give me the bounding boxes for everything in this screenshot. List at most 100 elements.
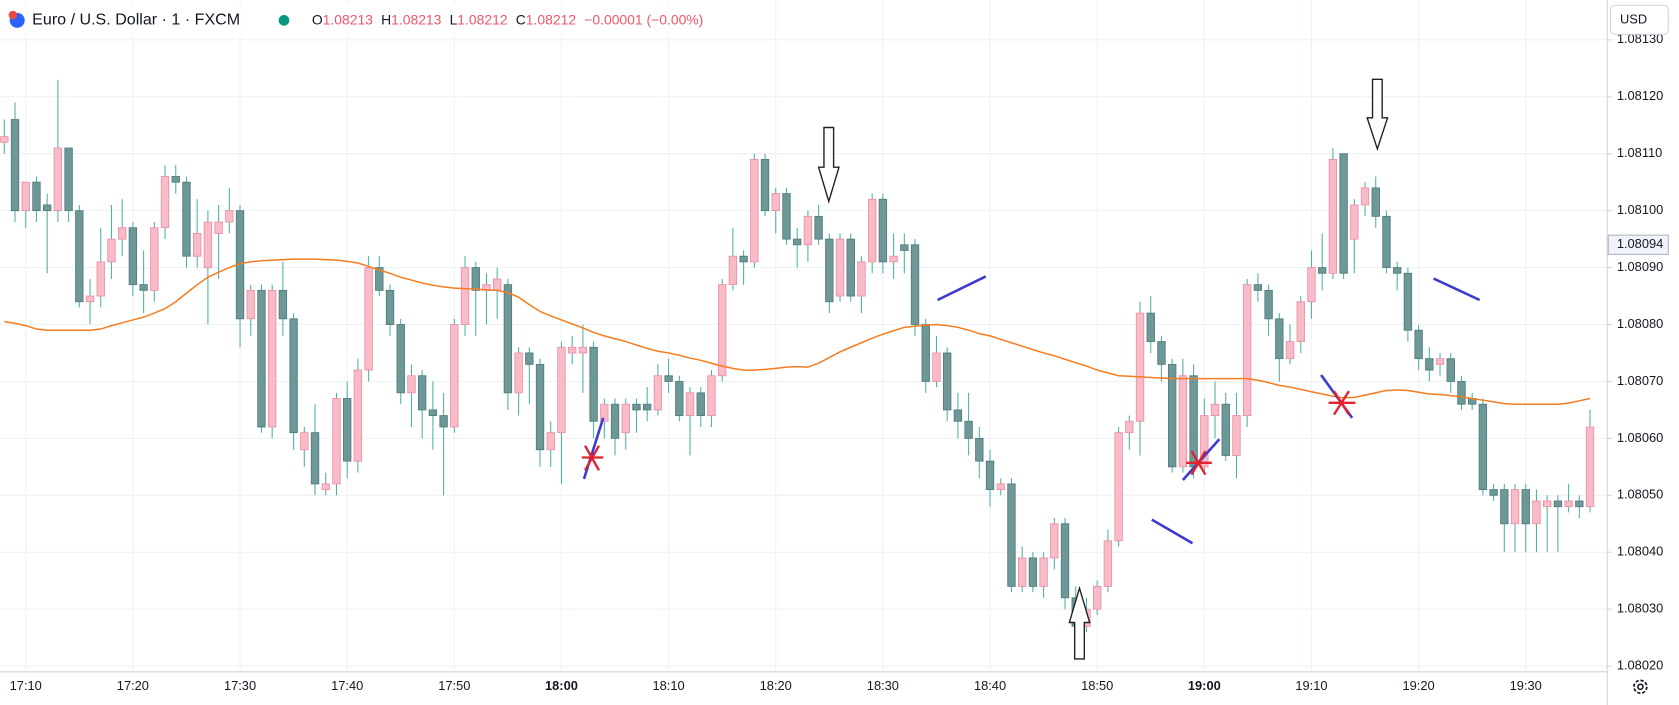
candle-body [417, 375, 427, 411]
candle-body [1285, 341, 1295, 360]
y-tick-label: 1.08090 [1617, 259, 1663, 274]
symbol-icon [8, 10, 18, 20]
candle-body [771, 193, 780, 212]
candle-body [696, 392, 705, 417]
candle-body [75, 210, 84, 303]
candle-body [203, 221, 213, 269]
x-tick-label: 17:40 [331, 678, 363, 693]
candle-body [1371, 187, 1380, 217]
change: −0.00001 (−0.00%) [584, 11, 703, 27]
down-arrow [1366, 78, 1389, 152]
x-tick-label: 17:20 [117, 678, 149, 693]
candle-body [1521, 489, 1530, 525]
candle-body [878, 198, 888, 263]
candle-body [1564, 500, 1573, 508]
candle-body [1135, 312, 1145, 422]
candle-body [246, 289, 255, 320]
candle-body [642, 403, 652, 411]
ohlc-value: 1.08212 [526, 11, 577, 27]
settings-button[interactable] [1633, 679, 1648, 695]
candle-body [192, 232, 202, 257]
candle-body [685, 392, 695, 417]
header-background [0, 3, 772, 36]
candle-body [1050, 523, 1059, 559]
candle-body [1157, 341, 1166, 365]
candle-body [717, 284, 727, 377]
candle-body [182, 181, 191, 257]
up-arrow [1068, 585, 1091, 660]
x-tick-label: 18:10 [653, 678, 685, 693]
ohlc-key: L [450, 11, 458, 27]
candle-body [632, 403, 641, 411]
candle-body [567, 346, 577, 354]
candle-body [739, 255, 748, 263]
candle-body [1360, 187, 1370, 206]
candle-body [814, 215, 823, 240]
candle-body [139, 284, 148, 291]
candle-body [589, 346, 598, 422]
candle-body [985, 460, 995, 491]
candle-body [1435, 358, 1445, 365]
candle-body [578, 346, 588, 354]
candle-body [53, 147, 63, 212]
y-tick-label: 1.08120 [1617, 88, 1663, 103]
candle-body [428, 409, 438, 417]
candle-body [342, 398, 352, 462]
candle-body [1221, 403, 1230, 456]
x-tick-label: 19:10 [1295, 678, 1327, 693]
ohlc-value: 1.08212 [457, 11, 508, 27]
settings-icon[interactable] [1633, 679, 1648, 695]
candle-body [964, 420, 973, 439]
candle-body [942, 352, 952, 411]
candle-body [557, 346, 566, 434]
cross-mark [581, 390, 1356, 476]
candle-body [439, 415, 448, 428]
x-tick-label: 17:30 [224, 678, 256, 693]
candle-body [792, 238, 802, 246]
candle-body [835, 238, 845, 297]
annotations [581, 78, 1481, 660]
candle-body [653, 375, 663, 411]
candle-body [1146, 312, 1155, 343]
candle-body [1210, 403, 1220, 417]
settings-icon[interactable] [1637, 683, 1644, 691]
candle-body [1318, 267, 1327, 274]
candle-body [1585, 426, 1595, 508]
x-tick-label: 18:40 [974, 678, 1006, 693]
y-tick-label: 1.08130 [1617, 31, 1663, 46]
currency-button-frame[interactable] [1609, 4, 1669, 35]
candle-body [42, 204, 52, 212]
candle-body [225, 210, 234, 223]
candle-body [600, 403, 609, 422]
currency-label[interactable]: USD [1620, 12, 1647, 27]
ohlc-value: 1.08213 [323, 11, 374, 27]
candle-body [1543, 500, 1552, 508]
candle-body [1093, 585, 1102, 610]
candle-body [996, 483, 1005, 491]
candle-body [707, 375, 716, 417]
candle-body [321, 483, 330, 491]
candle-body [782, 193, 791, 240]
candle-body [353, 369, 363, 462]
candle-body [953, 409, 963, 422]
currency-button[interactable]: USD [1609, 4, 1669, 35]
candle-body [1382, 215, 1391, 269]
y-tick-label: 1.08030 [1617, 601, 1663, 616]
x-tick-label: 17:50 [438, 678, 470, 693]
candle-body [1103, 540, 1113, 587]
candle-body [96, 261, 105, 297]
ohlc-key: O [312, 11, 323, 27]
candle-body [1296, 301, 1305, 343]
candle-body [460, 267, 470, 325]
candle-body [450, 324, 459, 428]
trend-line [1151, 518, 1194, 545]
candle-body [932, 352, 941, 382]
candle-body [525, 352, 534, 365]
candle-body [1253, 284, 1263, 291]
candle-body [803, 215, 813, 246]
candle-body [1414, 329, 1423, 360]
candle-body [1457, 381, 1466, 405]
candle-body [0, 136, 9, 143]
candle-body [1017, 557, 1027, 587]
candle-body [1489, 489, 1498, 496]
